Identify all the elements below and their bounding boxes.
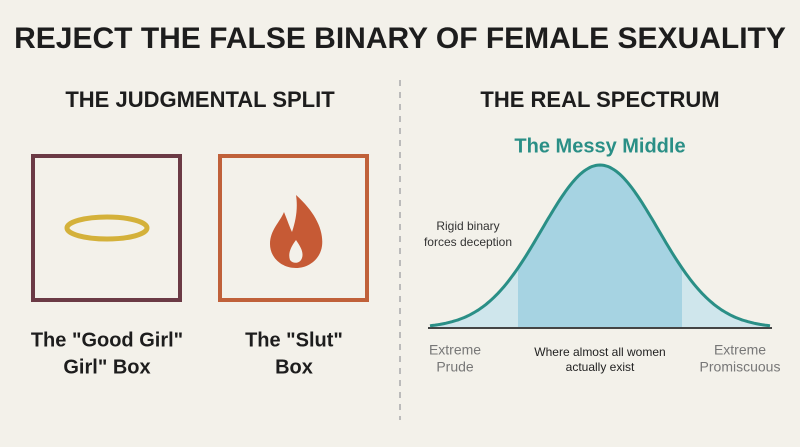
middle-area xyxy=(518,165,682,328)
axis-label: Extreme xyxy=(429,342,481,358)
slut-box xyxy=(218,154,369,302)
curve-line xyxy=(429,163,771,328)
axis-label: Promiscuous xyxy=(700,359,781,375)
axis-label: actually exist xyxy=(566,360,635,374)
box-label: Box xyxy=(275,356,313,378)
right-heading: THE REAL SPECTRUM xyxy=(480,87,719,112)
curve-title: The Messy Middle xyxy=(514,135,685,157)
flame-icon xyxy=(270,195,323,268)
halo-icon xyxy=(64,214,150,242)
axis-label: Extreme xyxy=(714,342,766,358)
axis-label: Prude xyxy=(436,359,474,375)
box-label: The "Good Girl" xyxy=(31,329,183,351)
left-heading: THE JUDGMENTAL SPLIT xyxy=(65,87,335,112)
bell-curve xyxy=(428,163,772,329)
good-girl-box xyxy=(31,154,182,302)
axis-label: Where almost all women xyxy=(534,345,665,359)
annotation: forces deception xyxy=(424,235,512,249)
title: REJECT THE FALSE BINARY OF FEMALE SEXUAL… xyxy=(14,22,786,55)
annotation: Rigid binary xyxy=(436,219,499,233)
box-label: The "Slut" xyxy=(245,329,343,351)
box-label: Girl" Box xyxy=(63,356,150,378)
